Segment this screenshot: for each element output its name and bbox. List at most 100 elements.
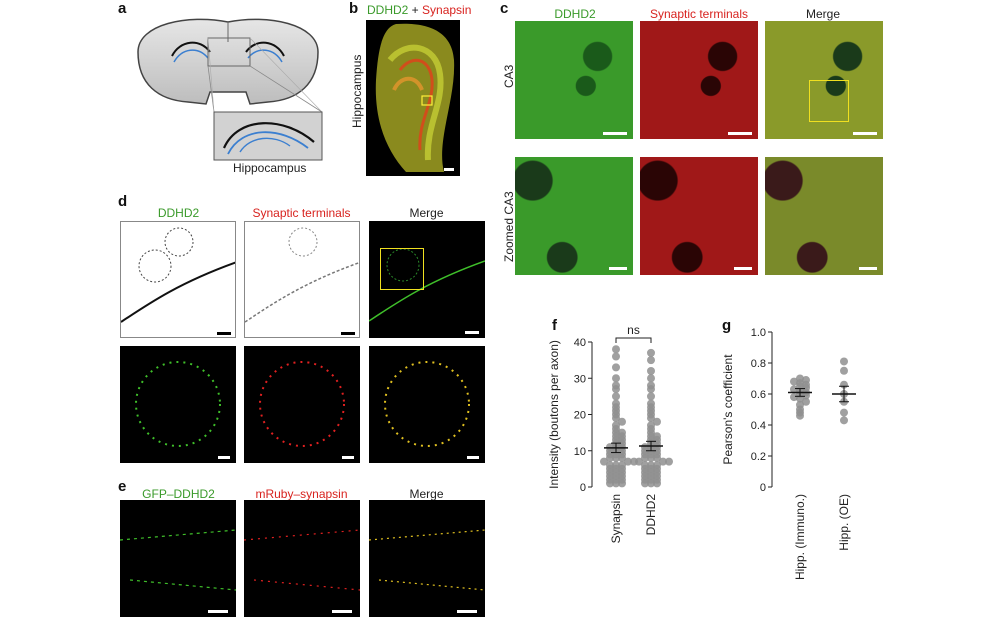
panel-e-scale-bar-1 [208,610,228,613]
data-point [790,377,798,386]
y-tick-label: 0.6 [751,389,766,401]
panel-d-scale-bar-6 [467,456,479,459]
data-point [618,454,626,462]
panel-b-side-label: Hippocampus [350,54,364,128]
panel-c-scale-bar-3 [853,132,877,135]
panel-e-label: e [118,478,127,495]
data-point [612,352,620,361]
panel-d-zoom-green-image [120,346,236,463]
panel-d-col-merge: Merge [409,206,444,220]
panel-e-merge-image [369,500,485,617]
panel-a-label: a [118,0,127,17]
y-tick-label: 0.4 [751,420,766,432]
y-tick-label: 30 [574,373,586,385]
panel-b-scale-bar [444,168,454,171]
panel-c-scale-bar-4 [609,267,627,270]
data-point [840,357,848,366]
data-point [802,397,810,406]
y-tick-label: 1.0 [751,327,766,339]
panel-d-zoom-box [380,248,424,290]
data-point [802,391,810,400]
significance-bracket [615,337,652,343]
data-point [635,457,643,466]
y-tick-label: 20 [574,410,586,422]
hippocampus-region-label: Hippocampus [233,161,307,175]
data-point [612,374,620,383]
data-point [641,454,649,462]
panel-d-col-ddhd2: DDHD2 [157,206,200,220]
data-point [647,385,655,394]
data-point [796,411,804,420]
data-point [606,454,614,462]
panel-c-ca3-red-image [640,21,758,139]
panel-c-scale-bar-1 [603,132,627,135]
panel-d-scale-bar-3 [465,331,479,334]
panel-d-label: d [118,193,128,210]
data-point [647,356,655,365]
data-point [840,416,848,425]
y-tick-label: 0.8 [751,358,766,370]
data-point [647,367,655,375]
data-point [618,417,626,426]
panel-e-col-gfp: GFP–DDHD2 [142,487,215,501]
panel-d-merge-image [369,221,485,338]
significance-label: ns [627,323,640,337]
data-point [653,479,661,488]
panel-d-scale-bar-5 [342,456,354,459]
data-point [840,408,848,417]
panel-c-row-zoomed: Zoomed CA3 [502,191,516,262]
y-tick-label: 0.2 [751,451,766,463]
panel-c-scale-bar-6 [859,267,877,270]
panel-e-scale-bar-2 [332,610,352,613]
panel-g-label: g [722,317,732,334]
y-axis-label: Pearson's coefficient [721,354,735,465]
panel-d-ddhd2-image [120,221,236,338]
data-point [606,479,614,488]
data-point [665,457,673,466]
data-point [647,479,655,488]
panel-c-col-ddhd2: DDHD2 [554,7,596,21]
zoom-box [207,37,251,67]
data-point [653,454,661,462]
hippocampus-left-black [171,41,211,57]
x-category-label: Hipp. (OE) [837,494,851,551]
data-point [659,457,667,466]
panel-f-label: f [552,317,557,334]
y-tick-label: 0 [580,482,586,494]
x-category-label: Synapsin [609,494,623,543]
panel-d-scale-bar-1 [217,332,231,335]
panel-c-scale-bar-5 [734,267,752,270]
data-point [647,414,655,423]
panel-c-row-ca3: CA3 [502,64,516,88]
panel-c-zoomed-merge-image [765,157,883,275]
panel-d-col-synaptic: Synaptic terminals [252,206,351,220]
panel-b-title-ddhd2: DDHD2 [367,3,409,17]
brain-outline [137,18,319,105]
hippocampus-right-blue [247,49,283,63]
data-point [647,348,655,357]
panel-c-col-synaptic: Synaptic terminals [649,7,749,21]
data-point [612,363,620,372]
panel-c-label: c [500,0,509,17]
panel-e-col-merge: Merge [409,487,444,501]
data-point [790,385,798,394]
panel-e-gfp-image [120,500,236,617]
data-point [612,414,620,423]
y-tick-label: 10 [574,446,586,458]
panel-d-zoom-red-image [244,346,360,463]
y-tick-label: 40 [574,337,586,349]
panel-f-chart: 0 10 20 30 40 Intensity (boutons per axon) Syn… [547,323,673,543]
inset-hippocampus-black [222,122,315,149]
hippocampus-slice-image [366,20,460,176]
panel-b-title-synapsin: Synapsin [422,3,472,17]
panel-e-mruby-image [244,500,360,617]
data-point [618,479,626,488]
panel-d-scale-bar-4 [218,456,230,459]
panel-c-scale-bar-2 [728,132,752,135]
data-point [647,392,655,401]
panel-c-zoomed-red-image [640,157,758,275]
x-category-label: DDHD2 [644,494,658,536]
data-point [600,457,608,466]
data-point [612,454,620,462]
panel-b-title: DDHD2 + Synapsin [367,3,472,17]
